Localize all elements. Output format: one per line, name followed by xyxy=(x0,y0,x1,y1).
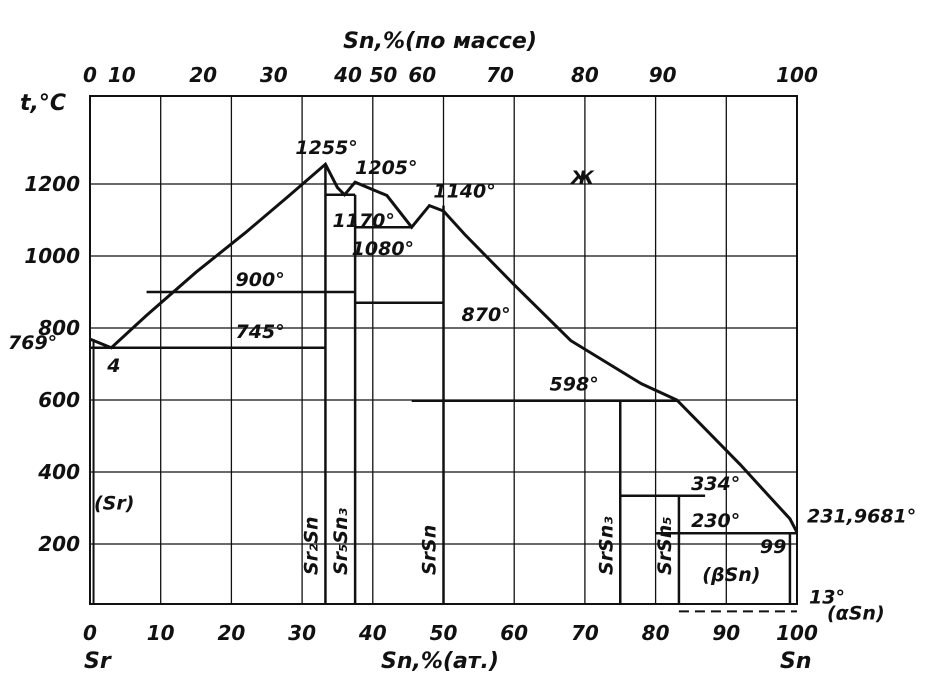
bottom-tick-label: 80 xyxy=(642,621,670,645)
annotation: 870° xyxy=(462,304,511,326)
bottom-tick-label: 100 xyxy=(776,621,818,645)
compound-label-SrSn5: SrSn₅ xyxy=(654,516,676,575)
bottom-tick-label: 50 xyxy=(430,621,458,645)
annotation: 1255° xyxy=(295,137,357,159)
liquidus-curve xyxy=(89,161,799,534)
annotation: 598° xyxy=(550,374,599,396)
y-tick-label: 600 xyxy=(38,388,80,412)
y-tick-label: 800 xyxy=(38,316,80,340)
top-tick-label: 60 xyxy=(408,63,436,87)
y-tick-label: 1000 xyxy=(24,244,80,268)
annotation: 99 xyxy=(760,536,786,558)
compound-label-Sr2Sn: Sr₂Sn xyxy=(300,516,322,575)
top-tick-label: 20 xyxy=(189,63,217,87)
top-tick-label: 10 xyxy=(108,63,136,87)
annotation: 900° xyxy=(236,269,285,291)
bottom-tick-label: 70 xyxy=(571,621,599,645)
compound-label-Sr5Sn3: Sr₅Sn₃ xyxy=(330,507,352,575)
phase-boundaries xyxy=(90,164,797,613)
bottom-tick-label: 10 xyxy=(147,621,175,645)
annotation: (βSn) xyxy=(702,564,760,586)
annotation: 745° xyxy=(236,321,285,343)
top-tick-label: 30 xyxy=(260,63,288,87)
annotations: 1255°1205° 1170° 1140° 1080° 900° 870° 745° 769… xyxy=(8,137,916,624)
tick-labels: 0 10 20 30 40 50 60 70 80 90 1000 10 20 30 40 50 60 70 80 9… xyxy=(24,63,818,645)
annotation: 1140° xyxy=(433,181,495,203)
top-tick-label: 50 xyxy=(369,63,397,87)
compound-labels: Sr₂Sn Sr₅Sn₃ SrSn SrSn₃ SrSn₅ xyxy=(300,507,676,575)
top-tick-label: 100 xyxy=(776,63,818,87)
left-element-label: Sr xyxy=(84,649,112,674)
top-tick-label: 90 xyxy=(649,63,677,87)
annotation: 4 xyxy=(106,355,120,377)
top-tick-label: 70 xyxy=(486,63,514,87)
y-tick-label: 400 xyxy=(37,460,80,484)
bottom-tick-label: 40 xyxy=(358,621,387,645)
annotation: (Sr) xyxy=(94,493,134,515)
annotation: 230° xyxy=(691,510,740,532)
top-tick-label: 0 xyxy=(83,63,97,87)
y-axis-title: t,°C xyxy=(20,91,66,116)
annotation: 334° xyxy=(691,473,740,495)
annotation: 13° xyxy=(809,586,845,608)
annotation: (αSn) xyxy=(827,602,885,624)
compound-label-SrSn3: SrSn₃ xyxy=(595,516,617,575)
annotation: 231,9681° xyxy=(807,505,916,527)
compound-label-SrSn: SrSn xyxy=(419,525,441,575)
annotation: 1205° xyxy=(355,157,417,179)
bottom-tick-label: 60 xyxy=(500,621,528,645)
y-tick-label: 1200 xyxy=(24,172,80,196)
bottom-tick-label: 20 xyxy=(217,621,245,645)
y-tick-label: 200 xyxy=(38,532,80,556)
bottom-tick-label: 0 xyxy=(83,621,97,645)
right-element-label: Sn xyxy=(780,649,812,674)
x-axis-title: Sn,%(ат.) xyxy=(381,649,499,674)
bottom-tick-label: 90 xyxy=(712,621,740,645)
annotation: 1080° xyxy=(352,238,414,260)
annotation: 1170° xyxy=(333,210,395,232)
annotation: Ж xyxy=(569,167,595,189)
top-tick-label: 80 xyxy=(571,63,599,87)
top-axis-title: Sn,%(по массе) xyxy=(343,29,537,54)
top-tick-label: 40 xyxy=(333,63,362,87)
bottom-tick-label: 30 xyxy=(288,621,316,645)
annotation: 769° xyxy=(8,332,57,354)
